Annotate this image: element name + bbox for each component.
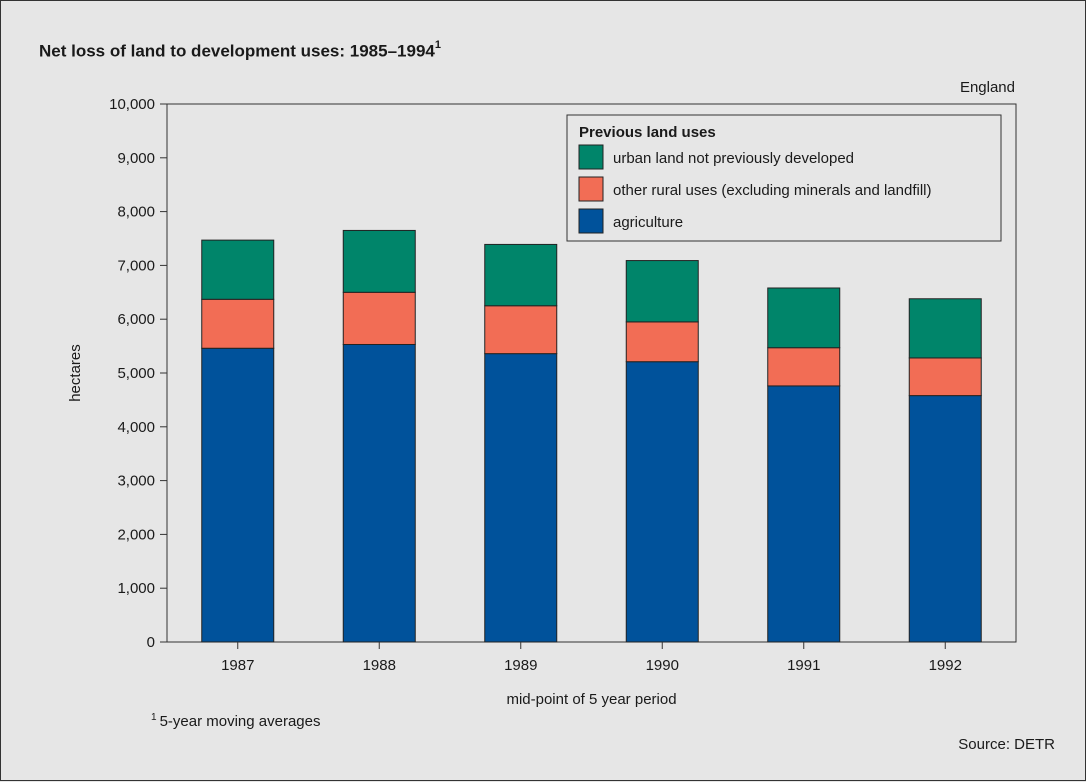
x-tick-label: 1990 xyxy=(646,657,679,674)
region-label: England xyxy=(959,79,1015,96)
legend-swatch xyxy=(578,144,604,170)
y-tick-label: 2,000 xyxy=(117,526,155,543)
legend-box xyxy=(566,114,1002,242)
x-tick-label: 1987 xyxy=(221,657,254,674)
x-tick-label: 1989 xyxy=(504,657,537,674)
legend-swatch xyxy=(578,176,604,202)
y-axis-label: hectares xyxy=(67,344,84,402)
y-tick-label: 8,000 xyxy=(117,204,155,221)
bar-segment xyxy=(908,298,982,359)
bar-segment xyxy=(201,347,275,643)
y-tick-label: 7,000 xyxy=(117,257,155,274)
y-tick-label: 10,000 xyxy=(109,96,155,113)
bar-segment xyxy=(908,395,982,643)
footnote: 1 5-year moving averages xyxy=(151,712,320,730)
chart-title-text: Net loss of land to development uses: 19… xyxy=(39,41,435,61)
legend-title: Previous land uses xyxy=(579,124,716,141)
source-label: Source: DETR xyxy=(958,736,1055,753)
legend-label: other rural uses (excluding minerals and… xyxy=(613,182,932,199)
legend-label: agriculture xyxy=(613,214,683,231)
bar-segment xyxy=(484,353,558,643)
bar-segment xyxy=(767,385,841,643)
bar-segment xyxy=(484,305,558,355)
bar-segment xyxy=(342,291,416,345)
bar-segment xyxy=(201,298,275,349)
y-tick-label: 0 xyxy=(147,634,155,651)
x-axis-label: mid-point of 5 year period xyxy=(506,691,676,708)
bar-segment xyxy=(342,343,416,643)
bar-segment xyxy=(625,321,699,363)
footnote-text: 5-year moving averages xyxy=(159,713,321,730)
bar-segment xyxy=(625,361,699,643)
title-footnote-marker: 1 xyxy=(434,39,441,51)
y-tick-label: 1,000 xyxy=(117,580,155,597)
x-tick-label: 1988 xyxy=(363,657,396,674)
y-tick-label: 3,000 xyxy=(117,473,155,490)
bar-segment xyxy=(767,347,841,387)
chart-title: Net loss of land to development uses: 19… xyxy=(39,39,441,62)
y-tick-label: 5,000 xyxy=(117,365,155,382)
y-tick-label: 4,000 xyxy=(117,419,155,436)
bar-segment xyxy=(625,260,699,323)
x-tick-label: 1991 xyxy=(787,657,820,674)
bar-segment xyxy=(342,229,416,293)
legend-swatch xyxy=(578,208,604,234)
legend-label: urban land not previously developed xyxy=(613,150,854,167)
bar-segment xyxy=(767,287,841,349)
bar-segment xyxy=(908,357,982,397)
y-tick-label: 6,000 xyxy=(117,311,155,328)
bar-segment xyxy=(484,243,558,307)
bar-segment xyxy=(201,239,275,300)
x-tick-label: 1992 xyxy=(929,657,962,674)
y-tick-label: 9,000 xyxy=(117,150,155,167)
footnote-marker: 1 xyxy=(151,712,157,723)
